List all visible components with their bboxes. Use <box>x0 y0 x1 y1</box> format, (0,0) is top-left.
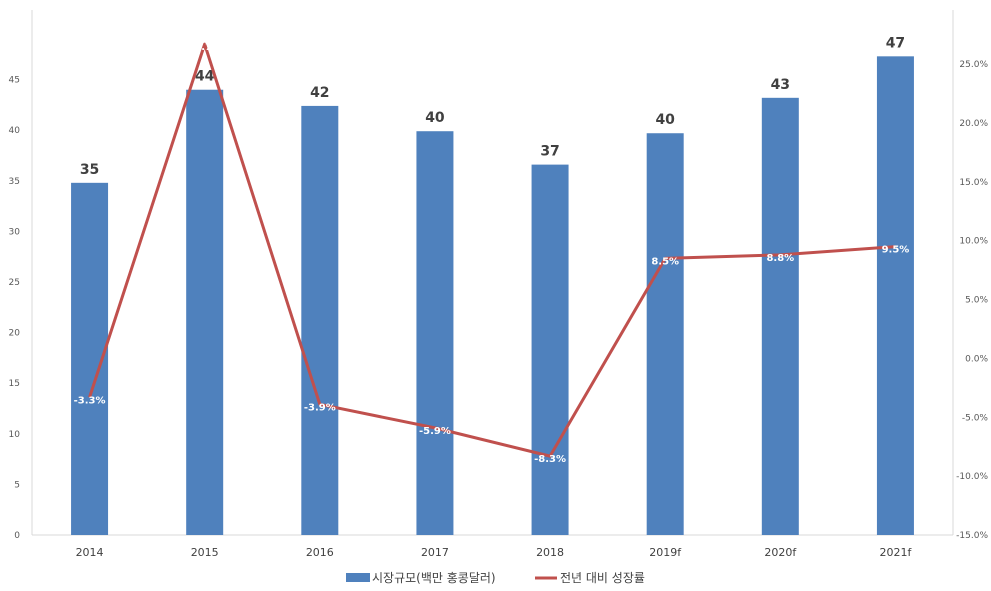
bar-value-label: 37 <box>540 144 559 160</box>
bar <box>186 89 224 535</box>
x-tick-label: 2014 <box>76 546 104 559</box>
bar-value-label: 35 <box>80 162 99 178</box>
line-value-label: -3.3% <box>74 395 106 406</box>
right-tick-label: -10.0% <box>956 472 988 482</box>
left-axis-ticks: 0 5 10 15 20 25 30 35 40 45 <box>9 76 21 541</box>
bar <box>876 56 914 535</box>
line-value-label: -8.3% <box>534 454 566 465</box>
bar-data-labels: 35 44 42 40 37 40 43 47 <box>80 35 905 178</box>
left-tick-label: 20 <box>9 329 21 339</box>
bar <box>761 97 799 535</box>
x-tick-label: 2016 <box>306 546 334 559</box>
legend-bar-label: 시장규모(백만 홍콩달러) <box>372 571 496 585</box>
legend-bar-swatch <box>346 573 370 582</box>
line-value-label: 8.8% <box>766 253 794 264</box>
right-tick-label: 25.0% <box>959 60 988 70</box>
bar-value-label: 40 <box>425 110 445 126</box>
left-tick-label: 0 <box>14 531 20 541</box>
left-tick-label: 40 <box>9 126 21 136</box>
right-tick-label: 20.0% <box>959 119 988 129</box>
line-point <box>319 403 321 405</box>
bar <box>646 133 684 535</box>
right-tick-label: 0.0% <box>965 354 988 364</box>
right-tick-label: 5.0% <box>965 296 988 306</box>
x-tick-label: 2018 <box>536 546 564 559</box>
legend: 시장규모(백만 홍콩달러) 전년 대비 성장률 <box>346 571 645 585</box>
line-point <box>204 43 206 45</box>
left-tick-label: 10 <box>9 430 21 440</box>
x-axis-ticks: 2014 2015 2016 2017 2018 2019f 2020f 2021f <box>76 546 913 559</box>
x-tick-label: 2019f <box>649 546 682 559</box>
x-tick-label: 2021f <box>880 546 913 559</box>
line-value-label: 26.7% <box>187 42 222 53</box>
left-tick-label: 15 <box>9 379 20 389</box>
right-tick-label: 15.0% <box>959 178 988 188</box>
left-tick-label: 35 <box>9 177 20 187</box>
line-data-labels: -3.3% 26.7% -3.9% -5.9% -8.3% 8.5% 8.8% 9.5% <box>74 42 910 465</box>
bar-value-label: 47 <box>886 35 905 51</box>
line-point <box>89 396 91 398</box>
line-series <box>88 42 896 458</box>
x-tick-label: 2017 <box>421 546 449 559</box>
bar-value-label: 44 <box>195 69 215 85</box>
line-point <box>549 455 551 457</box>
left-tick-label: 25 <box>9 278 20 288</box>
right-tick-label: -5.0% <box>962 413 989 423</box>
line-point <box>894 246 896 248</box>
line-point <box>664 257 666 259</box>
bar <box>531 164 569 535</box>
right-tick-label: -15.0% <box>956 531 988 541</box>
x-tick-label: 2015 <box>191 546 219 559</box>
left-tick-label: 5 <box>14 480 20 490</box>
legend-line-label: 전년 대비 성장률 <box>560 571 645 585</box>
growth-line <box>88 42 896 458</box>
line-value-label: 9.5% <box>882 245 910 256</box>
x-tick-label: 2020f <box>764 546 797 559</box>
bar-series <box>71 56 914 536</box>
left-tick-label: 45 <box>9 76 20 86</box>
left-tick-label: 30 <box>9 227 21 237</box>
line-value-label: -5.9% <box>419 426 451 437</box>
line-point <box>434 427 436 429</box>
bar-value-label: 40 <box>655 112 675 128</box>
line-value-label: 8.5% <box>651 256 679 267</box>
line-point <box>779 254 781 256</box>
bar <box>301 105 339 536</box>
bar-value-label: 42 <box>310 85 329 101</box>
right-axis-ticks: -15.0% -10.0% -5.0% 0.0% 5.0% 10.0% 15.0% 20.0%… <box>956 60 988 541</box>
line-value-label: -3.9% <box>304 402 336 413</box>
bar <box>416 131 454 535</box>
right-tick-label: 10.0% <box>959 237 988 247</box>
bar-value-label: 43 <box>771 77 790 93</box>
